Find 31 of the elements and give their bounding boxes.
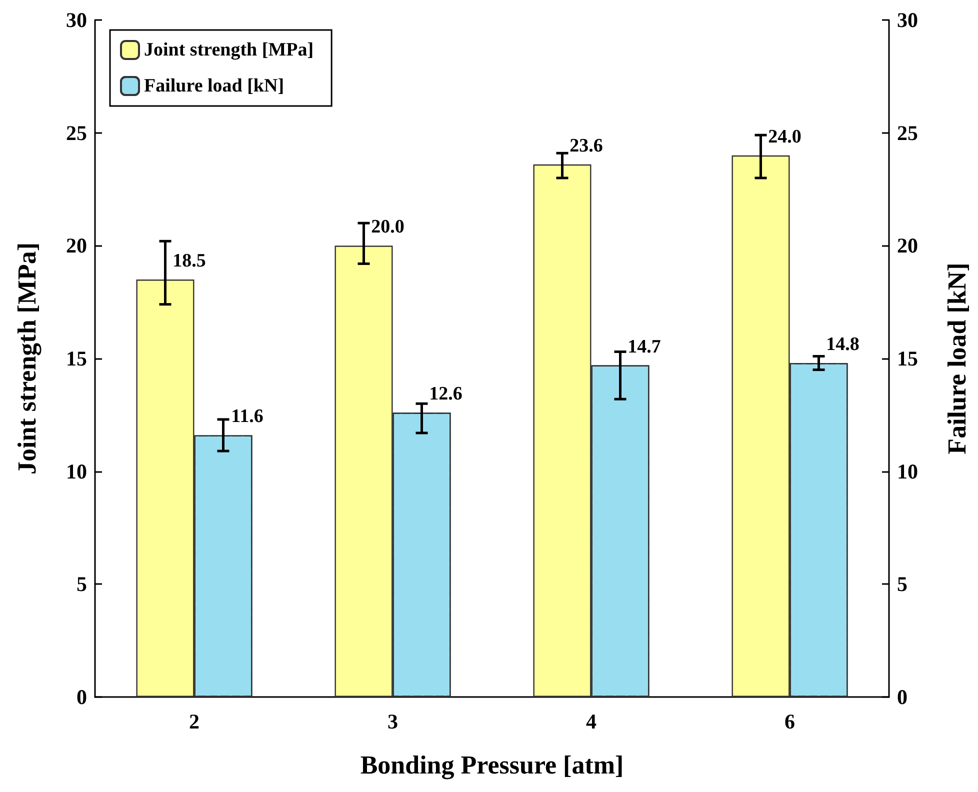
y-tick-label: 25 — [66, 120, 87, 145]
x-tick-label: 3 — [388, 710, 398, 734]
x-tick-label: 2 — [189, 710, 200, 734]
y-axis-title: Joint strength [MPa] — [12, 242, 42, 475]
data-label: 14.7 — [628, 336, 662, 358]
y2-tick-label: 5 — [897, 572, 908, 596]
y2-axis-title: Failure load [kN] — [942, 262, 972, 454]
y-tick-label: 30 — [66, 8, 87, 32]
x-tick-label: 6 — [784, 710, 795, 734]
data-label: 23.6 — [570, 135, 603, 156]
y2-tick-label: 15 — [897, 346, 918, 370]
y2-tick-label: 0 — [897, 685, 908, 709]
data-label: 20.0 — [371, 216, 404, 238]
legend-label: Failure load [kN] — [144, 76, 284, 96]
data-label: 14.8 — [826, 334, 860, 356]
y2-tick-label: 30 — [897, 8, 918, 32]
y-tick-label: 5 — [76, 572, 87, 596]
y2-tick-label: 20 — [897, 234, 918, 258]
legend-label: Joint strength [MPa] — [144, 40, 314, 60]
data-label: 11.6 — [231, 406, 264, 428]
y-tick-label: 15 — [66, 346, 87, 370]
y2-tick-label: 10 — [897, 459, 918, 484]
y-tick-label: 20 — [66, 234, 87, 258]
y-tick-label: 10 — [66, 459, 87, 484]
data-label: 18.5 — [172, 250, 206, 272]
x-tick-label: 4 — [586, 710, 597, 734]
y-tick-label: 0 — [76, 685, 87, 709]
y2-tick-label: 25 — [897, 120, 918, 145]
data-label: 12.6 — [429, 384, 462, 405]
x-axis-title: Bonding Pressure [atm] — [360, 750, 624, 780]
data-label: 24.0 — [768, 126, 802, 148]
